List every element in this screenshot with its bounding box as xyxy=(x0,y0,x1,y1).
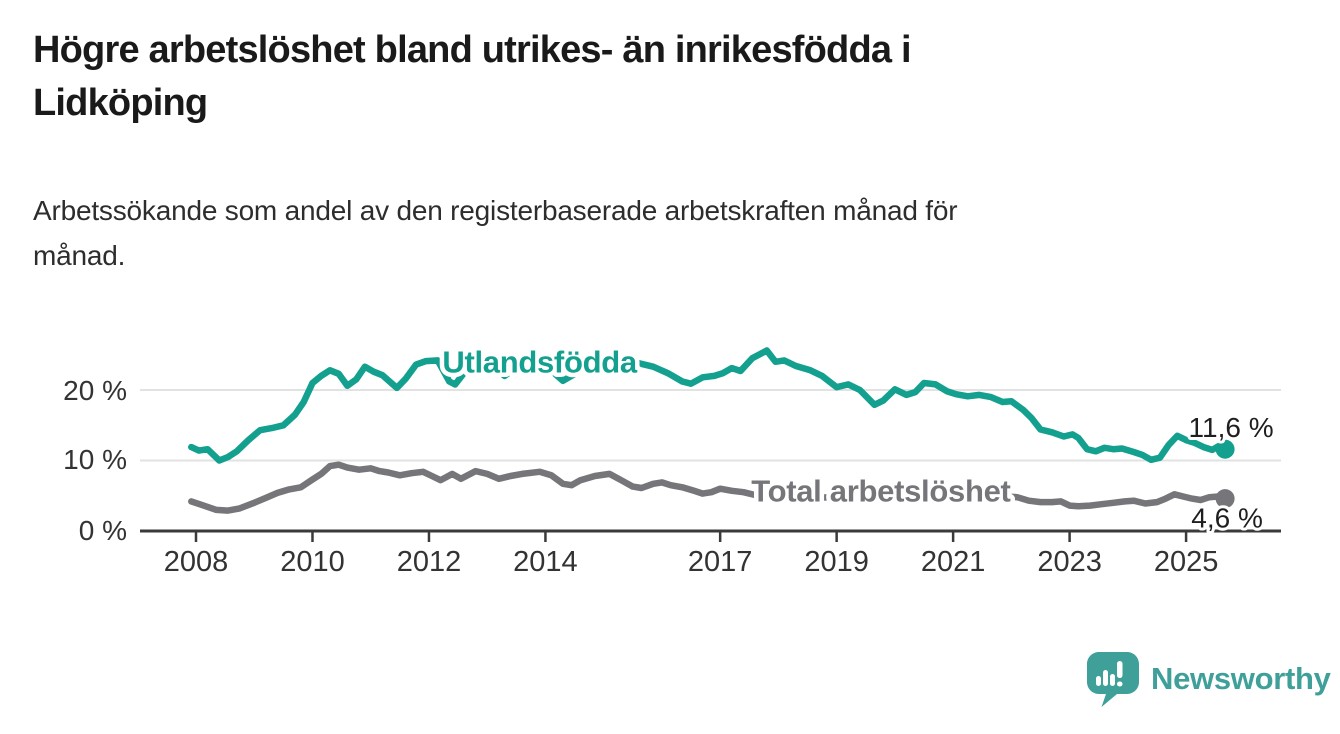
page-title-line-1: Högre arbetslöshet bland utrikes- än inr… xyxy=(33,29,912,71)
logo-bar-1 xyxy=(1096,676,1101,686)
newsworthy-logo: Newsworthy xyxy=(1086,650,1331,708)
series-line-1 xyxy=(188,461,1229,514)
end-value-label-total-arbetsloshet: 4,6 % xyxy=(1191,503,1263,534)
series-label-utlandsfodda: Utlandsfödda xyxy=(442,344,638,379)
y-axis-tick-label-20: 20 % xyxy=(63,375,127,406)
page-title-line-2: Lidköping xyxy=(33,82,208,125)
x-axis-tick-label: 2019 xyxy=(804,546,869,578)
x-axis-tick-label: 2021 xyxy=(921,546,986,578)
series-end-dot-1 xyxy=(1215,489,1235,509)
newsworthy-logo-icon xyxy=(1087,652,1139,707)
end-value-label-utlandsfodda: 11,6 % xyxy=(1189,412,1274,443)
x-axis-tick-label: 2023 xyxy=(1037,546,1102,578)
logo-exclamation-bar xyxy=(1117,661,1123,678)
plot-area: 2008 2010 2012 2014 2017 2019 2021 2023 2025 xyxy=(140,347,1281,578)
logo-bar-2 xyxy=(1103,670,1108,686)
line-chart: 2008 2010 2012 2014 2017 2019 2021 2023 2025 20 … xyxy=(63,344,1281,578)
x-axis-tick-label: 2025 xyxy=(1154,546,1219,578)
x-axis-tick-label: 2017 xyxy=(688,546,753,578)
logo-exclamation-dot xyxy=(1117,681,1123,687)
series-end-dot-0 xyxy=(1215,439,1235,459)
page-subtitle-line-2: månad. xyxy=(33,239,126,271)
x-axis-tick-label: 2008 xyxy=(164,546,229,578)
x-axis-tick-label: 2014 xyxy=(513,546,578,578)
logo-bar-3 xyxy=(1110,674,1115,686)
page-subtitle-line-1: Arbetssökande som andel av den registerb… xyxy=(33,195,958,226)
y-axis-tick-label-10: 10 % xyxy=(63,444,127,475)
page-subtitle: Arbetssökande som andel av den registerb… xyxy=(33,189,958,279)
y-axis-tick-label-0: 0 % xyxy=(79,515,127,546)
series-label-total-arbetsloshet: Total arbetslöshet xyxy=(751,473,1010,508)
series-line-0 xyxy=(188,347,1229,464)
x-axis-tick-label: 2010 xyxy=(280,546,345,578)
x-axis-tick-label: 2012 xyxy=(397,546,462,578)
page-title: Högre arbetslöshet bland utrikes- än inr… xyxy=(33,24,912,130)
newsworthy-brand-text: Newsworthy xyxy=(1151,661,1331,696)
